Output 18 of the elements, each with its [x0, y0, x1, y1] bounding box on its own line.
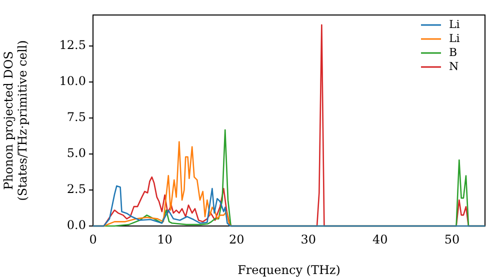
x-tick-label: 50 [444, 232, 460, 246]
x-tick-label: 20 [228, 232, 244, 246]
legend-label: Li [449, 18, 460, 31]
y-tick-label: 7.5 [66, 110, 86, 124]
x-tick-label: 40 [372, 232, 388, 246]
x-axis-title: Frequency (THz) [238, 262, 340, 277]
y-tick-label: 2.5 [66, 182, 86, 196]
legend-label: N [449, 60, 459, 73]
legend-label: Li [449, 32, 460, 45]
y-tick-label: 5.0 [66, 146, 86, 160]
x-tick-label: 10 [157, 232, 172, 246]
x-tick-label: 30 [300, 232, 316, 246]
y-tick-label: 12.5 [59, 38, 86, 52]
y-axis-title: Phonon projected DOS (States/THz·primitive cell) [1, 40, 30, 201]
x-tick-label: 0 [89, 232, 97, 246]
y-tick-label: 0.0 [66, 218, 86, 232]
y-tick-label: 10.0 [59, 74, 86, 88]
legend-label: B [449, 46, 458, 59]
